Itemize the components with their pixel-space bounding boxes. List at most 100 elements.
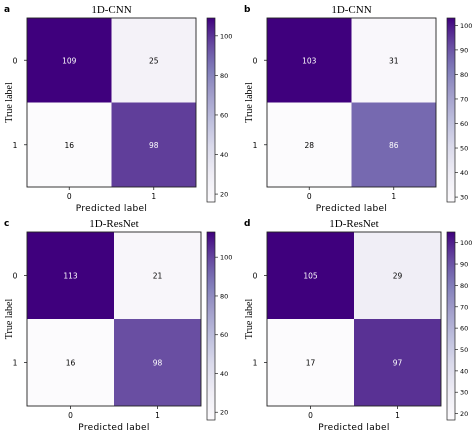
panel-label: c <box>4 219 9 229</box>
y-axis-label: True label <box>4 299 15 340</box>
heatmap-cell <box>114 232 201 319</box>
y-tick-label: 0 <box>13 272 18 281</box>
colorbar-tick-label: 40 <box>220 151 228 159</box>
y-tick-label: 0 <box>253 272 258 281</box>
matrix-frame <box>266 17 437 188</box>
heatmap-cell <box>267 18 352 103</box>
colorbar-tick-label: 100 <box>220 254 232 262</box>
heatmap-cell <box>267 102 352 187</box>
heatmap-cell <box>111 18 196 103</box>
heatmap-cell <box>111 102 196 187</box>
confusion-matrix-panel-a: a 1D-CNN 109 25 16 98 0 1 0 1 Predicted label True … <box>4 4 232 214</box>
colorbar-tick-label: 30 <box>460 389 468 397</box>
x-axis-label: Predicted label <box>318 423 389 433</box>
colorbar-tick-label: 50 <box>460 346 468 354</box>
x-tick-label: 1 <box>395 411 400 420</box>
chart-title: 1D-CNN <box>91 4 131 16</box>
cell-value-label: 105 <box>303 272 318 281</box>
colorbar-tick-label: 80 <box>460 71 468 79</box>
colorbar-tick-label: 60 <box>220 331 228 339</box>
heatmap-cell <box>267 232 354 319</box>
colorbar-tick-label: 80 <box>220 292 228 300</box>
y-tick-label: 1 <box>13 141 18 150</box>
colorbar-tick-label: 70 <box>460 303 468 311</box>
matrix-frame <box>26 17 197 188</box>
x-tick-label: 0 <box>307 192 312 201</box>
colorbar-tick-label: 100 <box>460 22 472 30</box>
heatmap-cell <box>351 18 436 103</box>
cell-value-label: 28 <box>304 141 314 150</box>
panel-label: d <box>244 219 250 229</box>
colorbar <box>446 17 456 203</box>
cell-value-label: 29 <box>393 272 403 281</box>
cell-value-label: 31 <box>389 56 399 65</box>
matrix-frame <box>266 231 442 407</box>
colorbar-tick-label: 20 <box>220 191 228 199</box>
heatmap-cell <box>267 319 354 406</box>
colorbar-tick-label: 80 <box>460 282 468 290</box>
colorbar-tick-label: 20 <box>460 410 468 418</box>
x-tick-label: 0 <box>67 192 72 201</box>
heatmap-cell <box>351 102 436 187</box>
x-tick-label: 0 <box>68 411 73 420</box>
heatmap-cell <box>27 319 114 406</box>
x-axis-label: Predicted label <box>76 204 147 214</box>
colorbar-tick-label: 80 <box>220 72 228 80</box>
y-tick-label: 0 <box>13 56 18 65</box>
chart-title: 1D-CNN <box>331 4 371 16</box>
colorbar-tick-label: 90 <box>460 261 468 269</box>
y-axis-label: True label <box>244 299 255 340</box>
x-tick-label: 1 <box>151 192 156 201</box>
colorbar-tick-label: 40 <box>460 169 468 177</box>
confusion-matrix-panel-b: b 1D-CNN 103 31 28 86 0 1 0 1 Predicted label True … <box>244 4 472 214</box>
cell-value-label: 16 <box>64 141 74 150</box>
chart-title: 1D-ResNet <box>89 218 139 230</box>
matrix-frame <box>26 231 202 407</box>
colorbar-tick-label: 60 <box>220 111 228 119</box>
heatmap-cell <box>27 102 112 187</box>
heatmap-cell <box>354 232 441 319</box>
cell-value-label: 97 <box>393 359 403 368</box>
colorbar-tick-label: 90 <box>460 46 468 54</box>
heatmap-cell <box>354 319 441 406</box>
colorbar-tick-label: 30 <box>460 194 468 202</box>
panel-label: a <box>4 5 10 15</box>
y-tick-label: 1 <box>253 359 258 368</box>
cell-value-label: 21 <box>153 272 163 281</box>
cell-value-label: 103 <box>302 56 317 65</box>
heatmap-cell <box>27 18 112 103</box>
cell-value-label: 86 <box>389 141 399 150</box>
x-axis-label: Predicted label <box>78 423 149 433</box>
y-tick-label: 0 <box>253 56 258 65</box>
cell-value-label: 25 <box>149 56 159 65</box>
confusion-matrix-panel-c: c 1D-ResNet 113 21 16 98 0 1 0 1 Predicted label Tr… <box>4 218 232 433</box>
colorbar-tick-label: 60 <box>460 120 468 128</box>
cell-value-label: 98 <box>149 141 159 150</box>
y-tick-label: 1 <box>13 359 18 368</box>
x-axis-label: Predicted label <box>316 204 387 214</box>
y-tick-label: 1 <box>253 141 258 150</box>
colorbar-tick-label: 100 <box>460 239 472 247</box>
x-tick-label: 0 <box>308 411 313 420</box>
colorbar-tick-label: 100 <box>220 32 232 40</box>
y-axis-label: True label <box>4 82 15 123</box>
x-tick-label: 1 <box>155 411 160 420</box>
cell-value-label: 98 <box>153 359 163 368</box>
colorbar <box>206 17 216 203</box>
cell-value-label: 113 <box>63 272 78 281</box>
panel-label: b <box>244 5 251 15</box>
heatmap-cell <box>114 319 201 406</box>
chart-title: 1D-ResNet <box>329 218 379 230</box>
colorbar-tick-label: 40 <box>220 370 228 378</box>
colorbar-tick-label: 70 <box>460 95 468 103</box>
colorbar-tick-label: 40 <box>460 367 468 375</box>
colorbar-tick-label: 20 <box>220 409 228 417</box>
confusion-matrix-panel-d: d 1D-ResNet 105 29 17 97 0 1 0 1 Predicted label Tr… <box>244 218 472 433</box>
cell-value-label: 16 <box>66 359 76 368</box>
colorbar <box>206 231 216 421</box>
cell-value-label: 17 <box>306 359 316 368</box>
cell-value-label: 109 <box>62 56 77 65</box>
colorbar-tick-label: 50 <box>460 145 468 153</box>
